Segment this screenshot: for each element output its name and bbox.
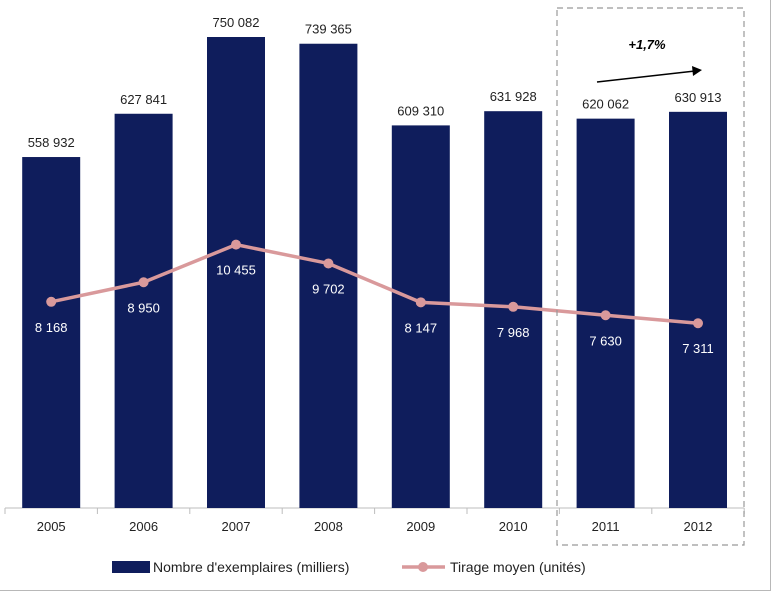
line-layer (46, 239, 703, 329)
line-point (138, 277, 149, 288)
line-point (323, 258, 334, 269)
growth-arrow-head (692, 66, 702, 76)
line-point (693, 318, 703, 329)
legend-line-marker (418, 562, 428, 572)
x-tick-label: 2012 (684, 519, 713, 534)
x-tick-label: 2005 (37, 519, 66, 534)
bar-value-label: 750 082 (213, 15, 260, 30)
x-tick-label: 2010 (499, 519, 528, 534)
bar (391, 125, 450, 509)
highlight-box (556, 7, 745, 546)
bar-value-label: 631 928 (490, 89, 537, 104)
line-point (46, 296, 57, 307)
line-value-label: 8 950 (127, 300, 160, 315)
bar-value-label: 627 841 (120, 92, 167, 107)
x-tick-label: 2006 (129, 519, 158, 534)
line-value-label: 7 968 (497, 325, 530, 340)
legend: Nombre d'exemplaires (milliers) Tirage m… (112, 559, 586, 575)
line-value-label: 8 168 (35, 320, 68, 335)
bar-value-label: 558 932 (28, 135, 75, 150)
legend-bar-label: Nombre d'exemplaires (milliers) (153, 559, 349, 575)
x-tick-label: 2009 (406, 519, 435, 534)
line-point (600, 310, 611, 321)
line-value-label: 8 147 (405, 320, 438, 335)
x-tick-label: 2007 (222, 519, 251, 534)
bar-value-label: 609 310 (397, 103, 444, 118)
bar-value-label: 739 365 (305, 22, 352, 37)
x-tick-label: 2008 (314, 519, 343, 534)
bar (207, 37, 265, 508)
line-value-label: 9 702 (312, 281, 345, 296)
bar (299, 43, 358, 508)
growth-annotation: +1,7% (628, 37, 666, 52)
legend-line-label: Tirage moyen (unités) (450, 559, 586, 575)
bar (114, 113, 173, 508)
line-value-label: 7 311 (682, 341, 714, 356)
line-point (415, 297, 426, 308)
line-point (508, 301, 519, 312)
bar (22, 157, 81, 508)
legend-bar-swatch (112, 561, 150, 573)
bar-value-label: 620 062 (582, 97, 629, 112)
line-value-label: 7 630 (589, 333, 622, 348)
line-point (231, 239, 241, 250)
bar-layer (22, 37, 727, 509)
annotation-layer: +1,7% (556, 7, 745, 546)
growth-arrow (596, 70, 696, 83)
line-series (50, 242, 699, 325)
frame-border-right (770, 0, 771, 590)
bar-value-label: 630 913 (675, 90, 722, 105)
label-layer: 558 932 627 841 750 082 739 365 609 310 631 9… (28, 15, 722, 356)
x-tick-label: 2011 (592, 519, 620, 534)
line-value-label: 10 455 (216, 263, 256, 278)
frame-border-bottom (0, 590, 771, 591)
bar (669, 111, 727, 508)
axis-layer: 2005 2006 2007 2008 2009 2010 2011 2012 (4, 507, 745, 534)
